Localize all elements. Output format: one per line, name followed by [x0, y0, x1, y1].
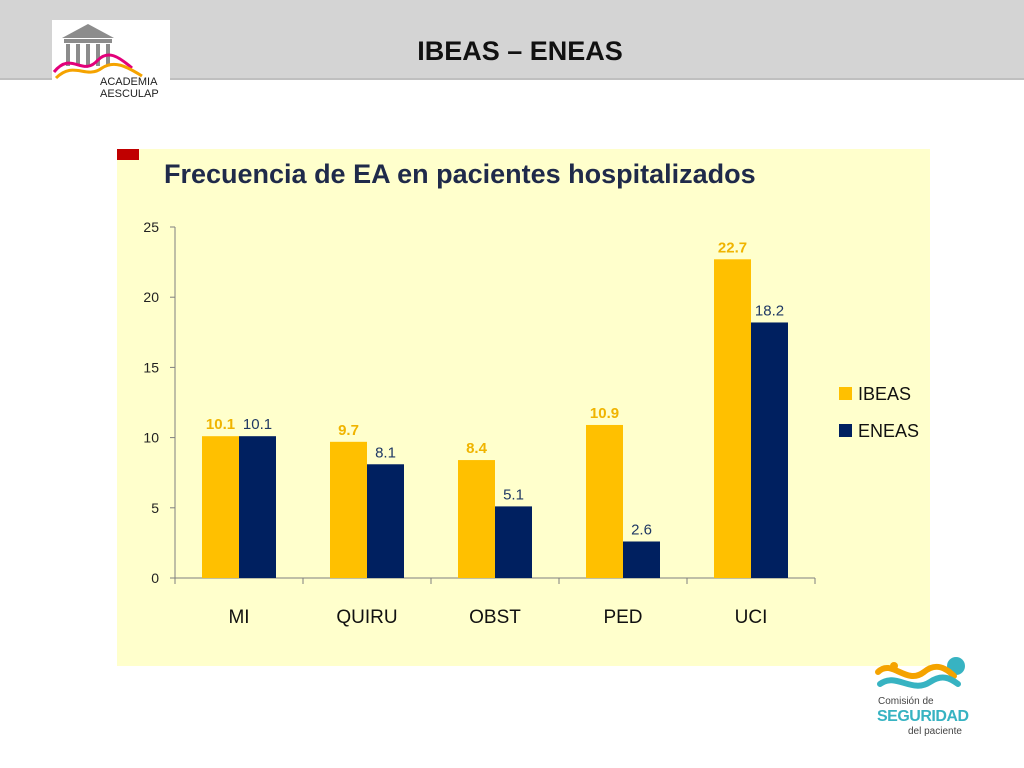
data-label-ibeas: 10.1 — [206, 416, 235, 433]
data-label-eneas: 2.6 — [631, 521, 652, 538]
bar-ibeas — [202, 436, 239, 578]
data-label-eneas: 8.1 — [375, 444, 396, 461]
y-tick-label: 25 — [143, 219, 159, 235]
legend-swatch-ibeas — [839, 387, 852, 400]
x-tick-label: MI — [228, 607, 249, 628]
bar-chart: Frecuencia de EA en pacientes hospitaliz… — [117, 149, 919, 628]
y-tick-label: 20 — [143, 289, 159, 305]
bar-ibeas — [330, 441, 367, 578]
title-accent-mark — [117, 149, 139, 160]
chart-title: Frecuencia de EA en pacientes hospitaliz… — [164, 159, 756, 189]
bar-eneas — [623, 541, 660, 578]
bar-eneas — [751, 322, 788, 578]
bar-eneas — [495, 506, 532, 578]
temple-icon — [52, 24, 143, 80]
x-tick-label: OBST — [469, 607, 521, 628]
bar-eneas — [239, 436, 276, 578]
x-tick-label: UCI — [735, 607, 768, 628]
data-label-ibeas: 8.4 — [466, 440, 488, 457]
legend-label-eneas: ENEAS — [858, 421, 919, 441]
y-tick-label: 10 — [143, 430, 159, 446]
figure-swoosh-icon — [875, 657, 965, 689]
bar-ibeas — [586, 424, 623, 578]
header-bar — [0, 0, 1024, 80]
logo-right-line3: del paciente — [908, 726, 962, 737]
chart-panel: Frecuencia de EA en pacientes hospitaliz… — [117, 149, 930, 666]
data-label-ibeas: 9.7 — [338, 422, 359, 439]
y-tick-label: 15 — [143, 359, 159, 375]
data-label-eneas: 10.1 — [243, 416, 272, 433]
x-tick-label: QUIRU — [336, 607, 397, 628]
bar-ibeas — [714, 259, 751, 578]
page-title: IBEAS – ENEAS — [417, 36, 623, 66]
seguridad-paciente-logo: Comisión de SEGURIDAD del paciente — [872, 650, 972, 738]
logo-left-text: ACADEMIA AESCULAP — [100, 76, 159, 100]
data-label-eneas: 5.1 — [503, 486, 524, 503]
logo-right-line1: Comisión de — [878, 696, 934, 707]
x-tick-label: PED — [603, 607, 642, 628]
data-label-ibeas: 10.9 — [590, 405, 619, 422]
logo-right-line2: SEGURIDAD — [877, 708, 969, 725]
bar-eneas — [367, 464, 404, 578]
bar-ibeas — [458, 460, 495, 578]
legend-swatch-eneas — [839, 424, 852, 437]
data-label-ibeas: 22.7 — [718, 239, 747, 256]
y-tick-label: 0 — [151, 570, 159, 586]
y-tick-label: 5 — [151, 500, 159, 516]
data-label-eneas: 18.2 — [755, 302, 784, 319]
legend-label-ibeas: IBEAS — [858, 384, 911, 404]
academia-aesculap-logo: ACADEMIA AESCULAP — [52, 20, 170, 106]
